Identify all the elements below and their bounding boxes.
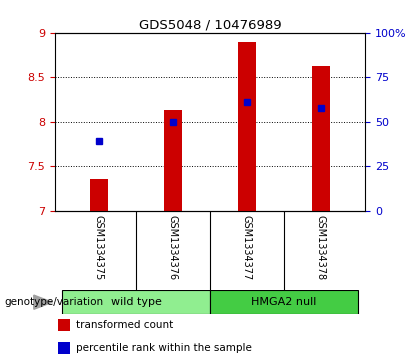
Bar (312, 66, 330, 211)
Text: wild type: wild type (110, 297, 161, 307)
Text: genotype/variation: genotype/variation (4, 297, 103, 307)
Text: transformed count: transformed count (76, 320, 173, 330)
Bar (58, 319, 70, 330)
Bar (210, 290, 358, 314)
Bar (90, 179, 108, 211)
Title: GDS5048 / 10476989: GDS5048 / 10476989 (139, 19, 281, 32)
Bar (58, 342, 70, 354)
Text: GSM1334376: GSM1334376 (168, 215, 178, 280)
Bar (164, 110, 182, 211)
Text: GSM1334375: GSM1334375 (94, 215, 104, 280)
Polygon shape (34, 295, 52, 309)
Text: HMGA2 null: HMGA2 null (251, 297, 317, 307)
Text: GSM1334377: GSM1334377 (242, 215, 252, 280)
Bar (238, 41, 256, 211)
Text: percentile rank within the sample: percentile rank within the sample (76, 343, 252, 354)
Bar (62, 290, 210, 314)
Text: GSM1334378: GSM1334378 (316, 215, 326, 280)
